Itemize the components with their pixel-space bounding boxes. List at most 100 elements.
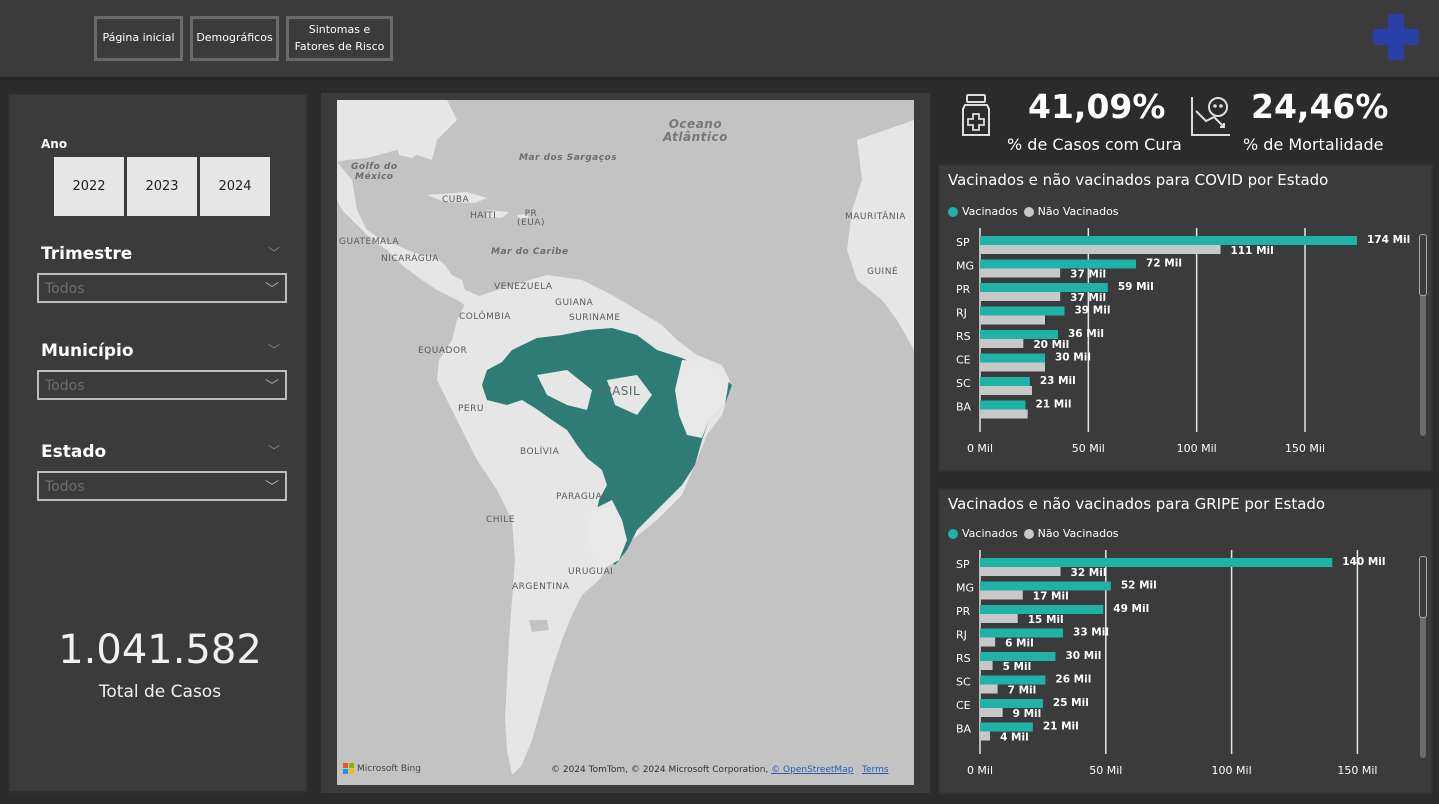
year-button-2023[interactable]: 2023	[127, 157, 197, 216]
bar-unvaccinated[interactable]	[980, 708, 1003, 717]
nav-demographics-button[interactable]: Demográficos	[190, 16, 279, 61]
state-dropdown[interactable]: Todos ﹀	[37, 471, 287, 501]
state-dropdown-value: Todos	[45, 479, 85, 495]
chevron-down-icon[interactable]: ﹀	[268, 444, 281, 458]
map-label-caribbean: Mar do Caribe	[491, 247, 569, 257]
year-filter-label: Ano	[41, 137, 68, 151]
bar-vaccinated[interactable]	[980, 236, 1357, 245]
category-label: MG	[956, 582, 974, 595]
map-attribution-text: © 2024 TomTom, © 2024 Microsoft Corporat…	[551, 765, 769, 775]
chevron-down-icon: ﹀	[265, 480, 279, 496]
data-label-unvaccinated: 37 Mil	[1070, 269, 1106, 281]
map-label-suriname: SURINAME	[569, 313, 621, 323]
legend-vaccinated-label[interactable]: Vacinados	[962, 527, 1018, 540]
data-label-unvaccinated: 5 Mil	[1003, 661, 1032, 673]
category-label: RS	[956, 652, 971, 665]
mortality-rate-value: 24,46%	[1251, 87, 1389, 126]
map-label-peru: PERU	[458, 404, 484, 414]
legend-unvaccinated-label[interactable]: Não Vacinados	[1037, 527, 1119, 540]
chevron-down-icon: ﹀	[265, 282, 279, 298]
bar-unvaccinated[interactable]	[980, 637, 996, 647]
mortality-chart-skull-icon	[1191, 97, 1230, 136]
bar-unvaccinated[interactable]	[980, 268, 1061, 278]
bar-vaccinated[interactable]	[980, 558, 1333, 567]
category-label: RJ	[956, 629, 967, 642]
city-dropdown[interactable]: Todos ﹀	[37, 370, 287, 400]
legend-vaccinated-label[interactable]: Vacinados	[962, 205, 1018, 218]
bar-unvaccinated[interactable]	[980, 731, 991, 741]
bar-unvaccinated[interactable]	[980, 567, 1061, 576]
terms-link[interactable]: Terms	[862, 765, 889, 775]
bar-unvaccinated[interactable]	[980, 339, 1024, 348]
data-label-vaccinated: 52 Mil	[1121, 580, 1157, 592]
data-label-vaccinated: 30 Mil	[1055, 352, 1091, 364]
flu-vaccination-chart-panel: Vacinados e não vacinados para GRIPE por…	[938, 488, 1433, 794]
legend-unvaccinated-label[interactable]: Não Vacinados	[1037, 205, 1119, 218]
bar-vaccinated[interactable]	[980, 283, 1108, 292]
covid-chart-scroll-thumb[interactable]	[1419, 234, 1427, 296]
state-filter-title: Estado	[41, 442, 107, 462]
data-label-vaccinated: 140 Mil	[1342, 556, 1385, 568]
year-button-2022[interactable]: 2022	[54, 157, 124, 216]
bar-vaccinated[interactable]	[980, 306, 1065, 316]
flu-chart-scroll-thumb[interactable]	[1419, 556, 1427, 618]
bar-unvaccinated[interactable]	[980, 386, 1032, 395]
x-tick-label: 50 Mil	[1072, 442, 1105, 455]
bar-unvaccinated[interactable]	[980, 362, 1045, 372]
bar-unvaccinated[interactable]	[980, 661, 993, 670]
data-label-unvaccinated: 20 Mil	[1033, 339, 1069, 351]
bar-unvaccinated[interactable]	[980, 315, 1045, 325]
bar-unvaccinated[interactable]	[980, 684, 998, 694]
data-label-vaccinated: 59 Mil	[1118, 281, 1154, 293]
city-dropdown-value: Todos	[45, 378, 85, 394]
map-label-uruguay: URUGUAI	[568, 567, 614, 577]
category-label: RJ	[956, 307, 967, 320]
data-label-vaccinated: 26 Mil	[1055, 674, 1091, 686]
bar-unvaccinated[interactable]	[980, 614, 1018, 623]
data-label-vaccinated: 25 Mil	[1053, 697, 1089, 709]
bar-vaccinated[interactable]	[980, 699, 1043, 708]
bar-unvaccinated[interactable]	[980, 245, 1221, 254]
bar-vaccinated[interactable]	[980, 605, 1104, 614]
legend-vaccinated-dot	[948, 528, 958, 539]
nav-home-button[interactable]: Página inicial	[94, 16, 183, 61]
bar-vaccinated[interactable]	[980, 675, 1046, 685]
kpi-area: 41,09% % de Casos com Cura 24,46% % de M…	[936, 85, 1433, 161]
map-label-chile: CHILE	[486, 515, 515, 525]
bar-vaccinated[interactable]	[980, 652, 1056, 661]
bar-vaccinated[interactable]	[980, 400, 1026, 410]
brazil-map[interactable]: Oceano Atlântico Mar dos Sargaços Golfo …	[337, 100, 914, 785]
quarter-dropdown[interactable]: Todos ﹀	[37, 273, 287, 303]
bar-vaccinated[interactable]	[980, 353, 1045, 363]
map-label-haiti: HAITI	[470, 211, 497, 221]
legend-unvaccinated-dot	[1023, 528, 1034, 539]
year-button-2024[interactable]: 2024	[200, 157, 270, 216]
map-label-ocean: Oceano Atlântico	[663, 117, 728, 145]
osm-link[interactable]: © OpenStreetMap	[771, 765, 854, 775]
flu-bar-chart[interactable]: 0 Mil 50 Mil 100 Mil 150 Mil SP 140 Mil 32 Mil…	[940, 550, 1410, 790]
data-label-vaccinated: 33 Mil	[1073, 627, 1109, 639]
category-label: SC	[956, 676, 971, 689]
nav-symptoms-button[interactable]: Sintomas e Fatores de Risco	[286, 16, 393, 61]
bar-unvaccinated[interactable]	[980, 590, 1023, 600]
bar-vaccinated[interactable]	[980, 377, 1030, 386]
legend-vaccinated-dot	[948, 206, 958, 217]
flu-chart-scrollbar[interactable]	[1420, 558, 1426, 758]
microsoft-logo-icon	[343, 763, 354, 774]
bar-vaccinated[interactable]	[980, 330, 1058, 339]
bar-vaccinated[interactable]	[980, 722, 1033, 732]
bar-vaccinated[interactable]	[980, 259, 1136, 269]
category-label: SP	[956, 236, 970, 249]
bar-vaccinated[interactable]	[980, 628, 1064, 638]
category-label: PR	[956, 605, 971, 618]
bar-unvaccinated[interactable]	[980, 409, 1028, 419]
data-label-vaccinated: 30 Mil	[1065, 650, 1101, 662]
chevron-down-icon[interactable]: ﹀	[268, 246, 281, 260]
map-label-venezuela: VENEZUELA	[494, 282, 553, 292]
covid-bar-chart[interactable]: 0 Mil 50 Mil 100 Mil 150 Mil SP 174 Mil 111 Mi…	[940, 228, 1410, 468]
category-label: CE	[956, 699, 971, 712]
bar-unvaccinated[interactable]	[980, 292, 1061, 301]
chevron-down-icon[interactable]: ﹀	[268, 343, 281, 357]
covid-chart-scrollbar[interactable]	[1420, 236, 1426, 436]
bar-vaccinated[interactable]	[980, 581, 1111, 591]
